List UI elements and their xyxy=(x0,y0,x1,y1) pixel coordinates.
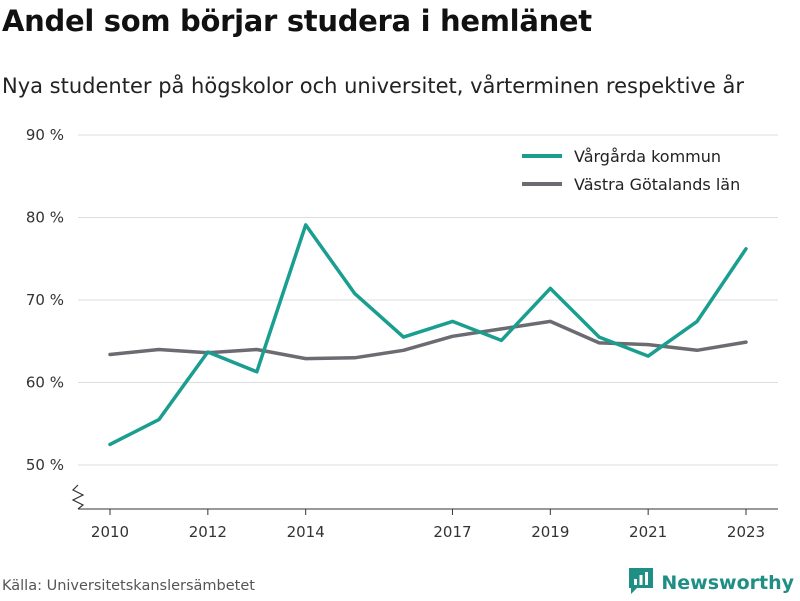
y-tick-label: 70 % xyxy=(26,291,64,309)
grid-lines xyxy=(78,134,778,466)
brand-name: Newsworthy xyxy=(661,572,794,594)
x-tick-label: 2010 xyxy=(91,523,129,541)
brand-logo: Newsworthy xyxy=(627,566,794,601)
y-tick-label: 80 % xyxy=(26,209,64,227)
y-tick-label: 60 % xyxy=(26,374,64,392)
legend-label: Vårgårda kommun xyxy=(574,147,721,166)
series-line xyxy=(108,319,748,361)
newsworthy-logo-icon xyxy=(627,566,655,601)
x-tick-label: 2023 xyxy=(727,523,765,541)
chart-title: Andel som börjar studera i hemlänet xyxy=(2,4,592,38)
legend: Vårgårda kommun Västra Götalands län xyxy=(522,147,740,194)
series-lines xyxy=(108,223,748,447)
legend-label: Västra Götalands län xyxy=(574,175,740,194)
x-tick-label: 2017 xyxy=(433,523,471,541)
y-tick-label: 90 % xyxy=(26,126,64,144)
axis-break-icon xyxy=(71,484,85,510)
y-tick-label: 50 % xyxy=(26,456,64,474)
x-tick-label: 2021 xyxy=(629,523,667,541)
axes: 50 % 60 % 70 % 80 % 90 % 2010 2012 2014 2017 2019… xyxy=(26,126,778,541)
chart-subtitle: Nya studenter på högskolor och universit… xyxy=(2,74,744,98)
source-note: Källa: Universitetskanslersämbetet xyxy=(2,578,255,594)
x-tick-label: 2012 xyxy=(189,523,227,541)
x-tick-label: 2019 xyxy=(531,523,569,541)
x-tick-label: 2014 xyxy=(287,523,325,541)
series-line xyxy=(108,223,748,447)
